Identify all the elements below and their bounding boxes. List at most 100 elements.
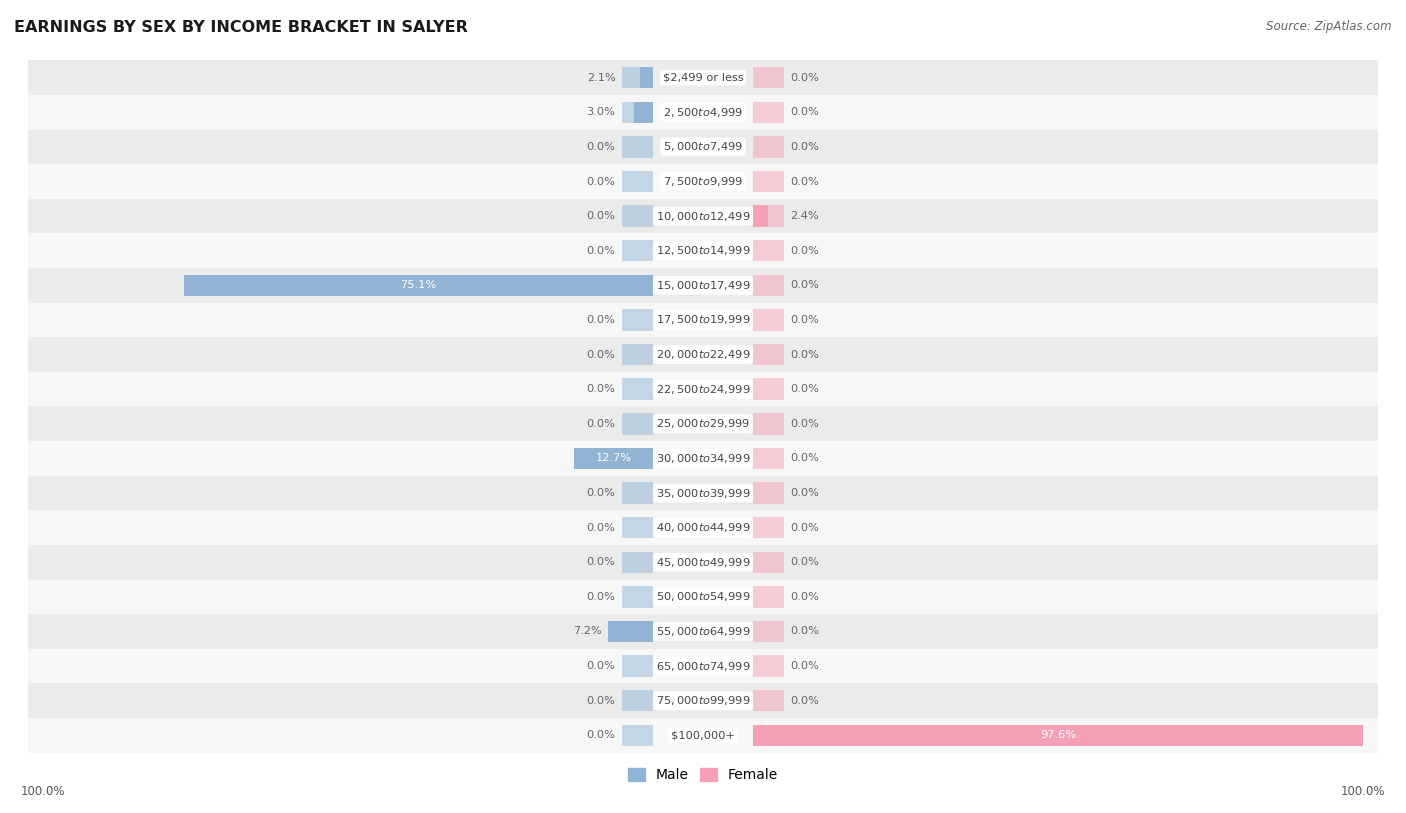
Bar — [621, 102, 652, 123]
Text: 0.0%: 0.0% — [586, 315, 616, 325]
Text: $2,500 to $4,999: $2,500 to $4,999 — [664, 106, 742, 119]
Text: 0.0%: 0.0% — [586, 385, 616, 394]
Bar — [15, 511, 1391, 545]
Bar — [621, 551, 652, 573]
Text: 0.0%: 0.0% — [586, 246, 616, 256]
Bar — [15, 441, 1391, 476]
Bar — [15, 684, 1391, 718]
Text: 0.0%: 0.0% — [790, 385, 820, 394]
Text: $50,000 to $54,999: $50,000 to $54,999 — [655, 590, 751, 603]
Bar — [574, 448, 652, 469]
Text: 0.0%: 0.0% — [790, 557, 820, 567]
Text: 0.0%: 0.0% — [790, 696, 820, 706]
Text: 0.0%: 0.0% — [586, 142, 616, 152]
Bar — [754, 724, 785, 746]
Text: 0.0%: 0.0% — [790, 107, 820, 117]
Text: 0.0%: 0.0% — [790, 280, 820, 290]
Text: 0.0%: 0.0% — [586, 211, 616, 221]
Bar — [621, 655, 652, 677]
Bar — [15, 164, 1391, 199]
Bar — [754, 344, 785, 365]
Text: 0.0%: 0.0% — [790, 627, 820, 637]
Bar — [754, 240, 785, 262]
Bar — [15, 337, 1391, 372]
Bar — [754, 413, 785, 434]
Bar — [15, 95, 1391, 129]
Bar — [621, 240, 652, 262]
Bar — [634, 102, 652, 123]
Text: $2,499 or less: $2,499 or less — [662, 72, 744, 83]
Bar — [15, 199, 1391, 233]
Bar — [15, 406, 1391, 441]
Text: $40,000 to $44,999: $40,000 to $44,999 — [655, 521, 751, 534]
Bar — [754, 482, 785, 504]
Text: 0.0%: 0.0% — [586, 730, 616, 741]
Text: $17,500 to $19,999: $17,500 to $19,999 — [655, 314, 751, 327]
Bar — [15, 372, 1391, 406]
Text: 0.0%: 0.0% — [790, 488, 820, 498]
Text: 100.0%: 100.0% — [1340, 785, 1385, 798]
Text: $5,000 to $7,499: $5,000 to $7,499 — [664, 141, 742, 154]
Text: 0.0%: 0.0% — [586, 488, 616, 498]
Bar — [15, 718, 1391, 753]
Text: 0.0%: 0.0% — [790, 419, 820, 428]
Bar — [754, 206, 785, 227]
Bar — [15, 476, 1391, 511]
Bar — [754, 275, 785, 296]
Text: $15,000 to $17,499: $15,000 to $17,499 — [655, 279, 751, 292]
Bar — [621, 690, 652, 711]
Bar — [754, 136, 785, 158]
Bar — [754, 171, 785, 192]
Text: 0.0%: 0.0% — [586, 696, 616, 706]
Text: $65,000 to $74,999: $65,000 to $74,999 — [655, 659, 751, 672]
Bar — [754, 690, 785, 711]
Text: 12.7%: 12.7% — [595, 454, 631, 463]
Text: $7,500 to $9,999: $7,500 to $9,999 — [664, 175, 742, 188]
Text: 0.0%: 0.0% — [586, 419, 616, 428]
Bar — [621, 309, 652, 331]
Text: 3.0%: 3.0% — [586, 107, 616, 117]
Text: 0.0%: 0.0% — [790, 592, 820, 602]
Bar — [754, 517, 785, 538]
Bar — [15, 580, 1391, 614]
Bar — [754, 448, 785, 469]
Bar — [621, 413, 652, 434]
Bar — [754, 655, 785, 677]
Text: $25,000 to $29,999: $25,000 to $29,999 — [655, 417, 751, 430]
Text: 0.0%: 0.0% — [790, 315, 820, 325]
Text: Source: ZipAtlas.com: Source: ZipAtlas.com — [1267, 20, 1392, 33]
Text: 97.6%: 97.6% — [1040, 730, 1076, 741]
Text: EARNINGS BY SEX BY INCOME BRACKET IN SALYER: EARNINGS BY SEX BY INCOME BRACKET IN SAL… — [14, 20, 468, 35]
Text: $22,500 to $24,999: $22,500 to $24,999 — [655, 383, 751, 396]
Bar — [621, 482, 652, 504]
Bar — [621, 379, 652, 400]
Text: 7.2%: 7.2% — [574, 627, 602, 637]
Bar — [621, 621, 652, 642]
Bar — [15, 302, 1391, 337]
Text: 0.0%: 0.0% — [790, 72, 820, 83]
Bar — [621, 517, 652, 538]
Bar — [640, 67, 652, 89]
Bar — [15, 129, 1391, 164]
Text: 0.0%: 0.0% — [790, 350, 820, 359]
Text: 75.1%: 75.1% — [401, 280, 436, 290]
Bar — [15, 649, 1391, 684]
Bar — [15, 233, 1391, 268]
Text: 0.0%: 0.0% — [586, 661, 616, 671]
Text: $35,000 to $39,999: $35,000 to $39,999 — [655, 486, 751, 499]
Legend: Male, Female: Male, Female — [623, 763, 783, 788]
Bar — [754, 309, 785, 331]
Bar — [621, 67, 652, 89]
Text: $55,000 to $64,999: $55,000 to $64,999 — [655, 625, 751, 638]
Bar — [621, 344, 652, 365]
Bar — [607, 621, 652, 642]
Bar — [621, 448, 652, 469]
Bar — [15, 614, 1391, 649]
Text: 0.0%: 0.0% — [586, 592, 616, 602]
Bar — [15, 60, 1391, 95]
Text: $10,000 to $12,499: $10,000 to $12,499 — [655, 210, 751, 223]
Text: 2.4%: 2.4% — [790, 211, 820, 221]
Text: 0.0%: 0.0% — [790, 176, 820, 186]
Bar — [621, 136, 652, 158]
Bar — [621, 206, 652, 227]
